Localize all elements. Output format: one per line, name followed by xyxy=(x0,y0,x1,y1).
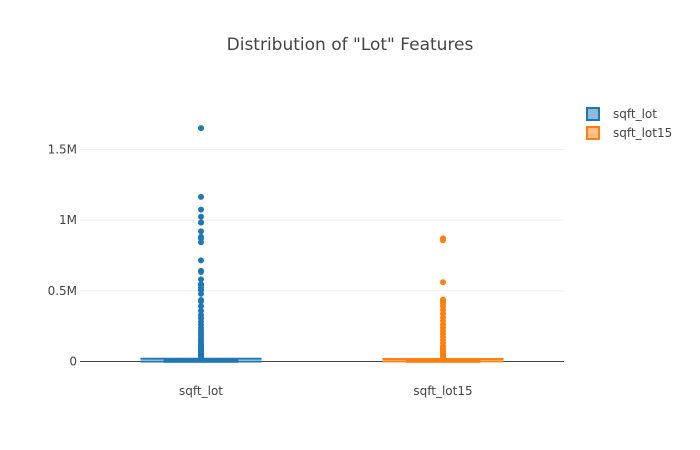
x-axis: sqft_lot sqft_lot15 xyxy=(179,384,473,398)
outlier-point xyxy=(198,298,204,305)
outlier-point xyxy=(198,206,204,213)
outlier-point xyxy=(198,125,204,132)
y-axis: 0 0.5M 1M 1.5M xyxy=(48,142,77,368)
outlier-point xyxy=(198,257,204,264)
y-tick-label: 0 xyxy=(69,355,77,369)
outlier-point xyxy=(198,213,204,220)
outlier-point xyxy=(198,276,204,283)
outlier-point xyxy=(198,355,204,362)
x-tick-label: sqft_lot xyxy=(179,384,223,398)
legend-label: sqft_lot15 xyxy=(613,126,672,140)
outlier-point xyxy=(440,279,446,286)
outlier-point xyxy=(198,219,204,226)
legend-label: sqft_lot xyxy=(613,107,657,121)
outlier-point xyxy=(440,355,446,362)
outlier-point xyxy=(198,307,204,314)
outlier-point xyxy=(440,237,446,244)
chart-title: Distribution of "Lot" Features xyxy=(227,35,474,55)
box-sqft_lot15[interactable] xyxy=(382,235,504,363)
outlier-point xyxy=(198,269,204,276)
y-tick-label: 1M xyxy=(59,213,77,227)
x-tick-label: sqft_lot15 xyxy=(413,384,472,398)
plot-area xyxy=(140,125,504,363)
box-sqft_lot[interactable] xyxy=(140,125,262,363)
legend[interactable]: sqft_lot sqft_lot15 xyxy=(586,107,672,140)
outlier-point xyxy=(198,239,204,246)
outlier-point xyxy=(198,303,204,310)
gridlines xyxy=(80,148,564,363)
y-tick-label: 0.5M xyxy=(48,284,77,298)
legend-swatch xyxy=(586,126,600,140)
legend-item-sqft_lot15[interactable]: sqft_lot15 xyxy=(586,126,672,140)
y-tick-label: 1.5M xyxy=(48,142,77,156)
legend-swatch xyxy=(586,107,600,121)
legend-item-sqft_lot[interactable]: sqft_lot xyxy=(586,107,657,121)
outlier-point xyxy=(198,228,204,235)
outlier-point xyxy=(198,193,204,200)
outlier-point xyxy=(198,290,204,297)
